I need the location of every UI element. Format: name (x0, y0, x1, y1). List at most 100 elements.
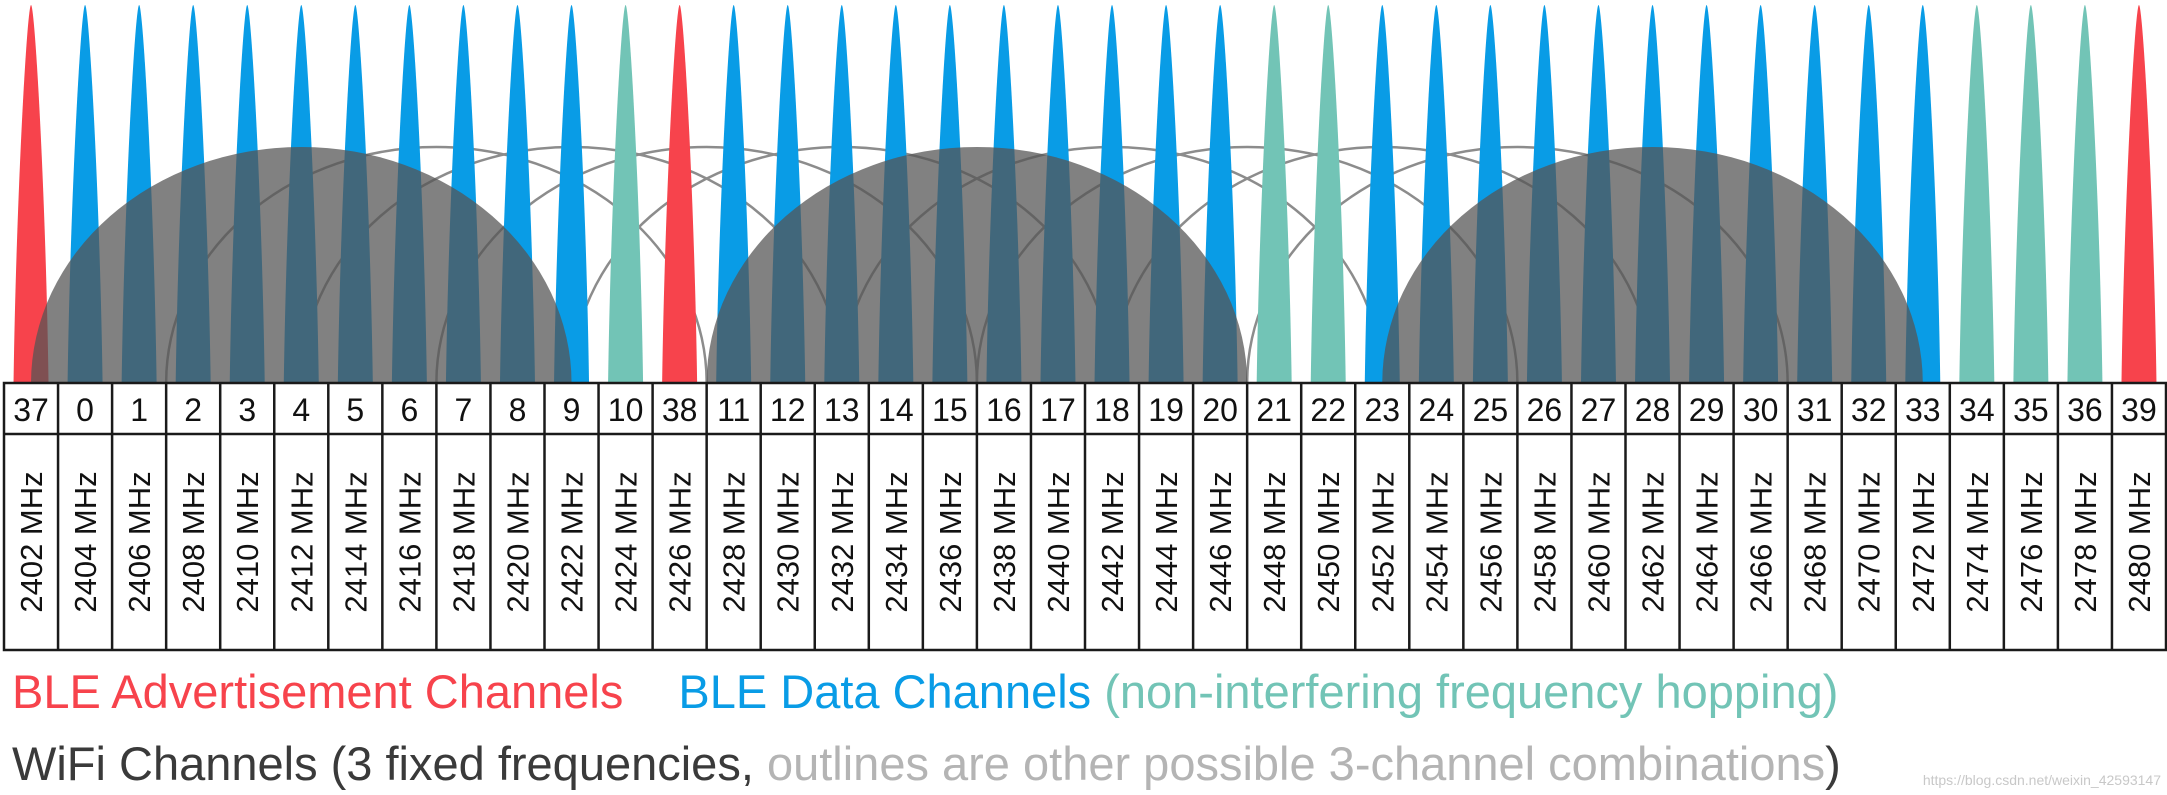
channel-frequency-34: 2474 MHz (1960, 471, 1995, 612)
channel-number-4: 4 (292, 392, 310, 428)
legend-advertisement-channels: BLE Advertisement Channels (12, 665, 624, 718)
channel-frequency-10: 2424 MHz (609, 471, 644, 612)
channel-frequency-20: 2446 MHz (1203, 471, 1238, 612)
channel-number-16: 16 (986, 392, 1022, 428)
watermark: https://blog.csdn.net/weixin_42593147 (1922, 772, 2161, 788)
channel-spike-36 (2067, 5, 2103, 383)
channel-number-9: 9 (563, 392, 581, 428)
channel-frequency-24: 2454 MHz (1419, 471, 1454, 612)
channel-number-1: 1 (130, 392, 148, 428)
channel-frequency-3: 2410 MHz (230, 471, 265, 612)
channel-number-39: 39 (2121, 392, 2157, 428)
channel-frequency-39: 2480 MHz (2122, 471, 2157, 612)
channel-frequency-14: 2434 MHz (879, 471, 914, 612)
channel-number-32: 32 (1851, 392, 1887, 428)
channel-frequency-32: 2470 MHz (1852, 471, 1887, 612)
channel-number-22: 22 (1310, 392, 1346, 428)
channel-number-38: 38 (662, 392, 698, 428)
legend-wifi-outlines: outlines are other possible 3-channel co… (766, 737, 1826, 790)
channel-number-14: 14 (878, 392, 914, 428)
wifi-channel-dome-2462 (1382, 147, 1923, 383)
legend-wifi-channels: WiFi Channels (3 fixed frequencies, (12, 737, 754, 790)
channel-frequency-13: 2432 MHz (825, 471, 860, 612)
legend-wifi: WiFi Channels (3 fixed frequencies, outl… (12, 740, 1841, 787)
channel-frequency-21: 2448 MHz (1257, 471, 1292, 612)
channel-frequency-16: 2438 MHz (987, 471, 1022, 612)
channel-number-26: 26 (1527, 392, 1563, 428)
legend-data-channels: BLE Data Channels (678, 665, 1092, 718)
channel-number-10: 10 (608, 392, 644, 428)
channel-number-23: 23 (1364, 392, 1400, 428)
channel-frequency-0: 2404 MHz (68, 471, 103, 612)
channel-frequency-4: 2412 MHz (284, 471, 319, 612)
channel-frequency-38: 2426 MHz (663, 471, 698, 612)
channel-number-34: 34 (1959, 392, 1995, 428)
channel-number-11: 11 (717, 392, 750, 428)
channel-number-33: 33 (1905, 392, 1941, 428)
channel-spike-22 (1310, 5, 1346, 383)
channel-frequency-22: 2450 MHz (1311, 471, 1346, 612)
channel-frequency-30: 2466 MHz (1744, 471, 1779, 612)
channel-number-15: 15 (932, 392, 968, 428)
channel-frequency-28: 2462 MHz (1636, 471, 1671, 612)
channel-number-7: 7 (455, 392, 473, 428)
channel-spike-33 (1905, 5, 1941, 383)
channel-number-21: 21 (1256, 392, 1292, 428)
wifi-channel-dome-2412 (31, 147, 572, 383)
channel-number-2: 2 (184, 392, 202, 428)
channel-frequency-12: 2430 MHz (771, 471, 806, 612)
channel-number-30: 30 (1743, 392, 1779, 428)
channel-number-37: 37 (13, 392, 49, 428)
channel-spike-9 (554, 5, 590, 383)
channel-frequency-36: 2478 MHz (2068, 471, 2103, 612)
wifi-filled-layer (31, 147, 1923, 383)
channel-number-36: 36 (2067, 392, 2103, 428)
channel-frequency-37: 2402 MHz (14, 471, 49, 612)
legend-non-interfering: (non-interfering frequency hopping) (1104, 665, 1839, 718)
channel-frequency-7: 2418 MHz (446, 471, 481, 612)
channel-frequency-17: 2440 MHz (1041, 471, 1076, 612)
channel-number-28: 28 (1635, 392, 1671, 428)
channel-frequency-6: 2416 MHz (392, 471, 427, 612)
channel-spike-23 (1364, 5, 1400, 383)
channel-number-31: 31 (1797, 392, 1833, 428)
channel-number-24: 24 (1419, 392, 1455, 428)
channel-number-35: 35 (2013, 392, 2049, 428)
channel-number-6: 6 (400, 392, 418, 428)
channel-spike-10 (608, 5, 644, 383)
channel-spike-37 (13, 5, 49, 383)
channel-number-12: 12 (770, 392, 806, 428)
channel-spike-21 (1256, 5, 1292, 383)
channel-number-20: 20 (1202, 392, 1238, 428)
wifi-channel-dome-2437 (706, 147, 1248, 383)
channel-frequency-27: 2460 MHz (1581, 471, 1616, 612)
channel-spike-34 (1959, 5, 1995, 383)
channel-frequency-15: 2436 MHz (933, 471, 968, 612)
channel-number-27: 27 (1581, 392, 1617, 428)
channel-number-18: 18 (1094, 392, 1130, 428)
channel-frequency-11: 2428 MHz (717, 471, 752, 612)
channel-number-0: 0 (76, 392, 94, 428)
channel-number-25: 25 (1473, 392, 1509, 428)
channel-number-5: 5 (346, 392, 364, 428)
channel-spike-35 (2013, 5, 2049, 383)
channel-number-19: 19 (1148, 392, 1184, 428)
channel-number-13: 13 (824, 392, 860, 428)
channel-number-17: 17 (1040, 392, 1076, 428)
channel-frequency-33: 2472 MHz (1906, 471, 1941, 612)
channel-frequency-26: 2458 MHz (1527, 471, 1562, 612)
channel-frequency-9: 2422 MHz (555, 471, 590, 612)
channel-frequency-18: 2442 MHz (1095, 471, 1130, 612)
channel-frequency-2: 2408 MHz (176, 471, 211, 612)
channel-number-3: 3 (238, 392, 256, 428)
channel-frequency-25: 2456 MHz (1473, 471, 1508, 612)
channel-frequency-35: 2476 MHz (2014, 471, 2049, 612)
channel-frequency-5: 2414 MHz (338, 471, 373, 612)
channel-frequency-1: 2406 MHz (122, 471, 157, 612)
channel-frequency-31: 2468 MHz (1798, 471, 1833, 612)
channel-frequency-8: 2420 MHz (500, 471, 535, 612)
channel-number-29: 29 (1689, 392, 1725, 428)
legend-ble: BLE Advertisement Channels BLE Data Chann… (12, 668, 1838, 715)
